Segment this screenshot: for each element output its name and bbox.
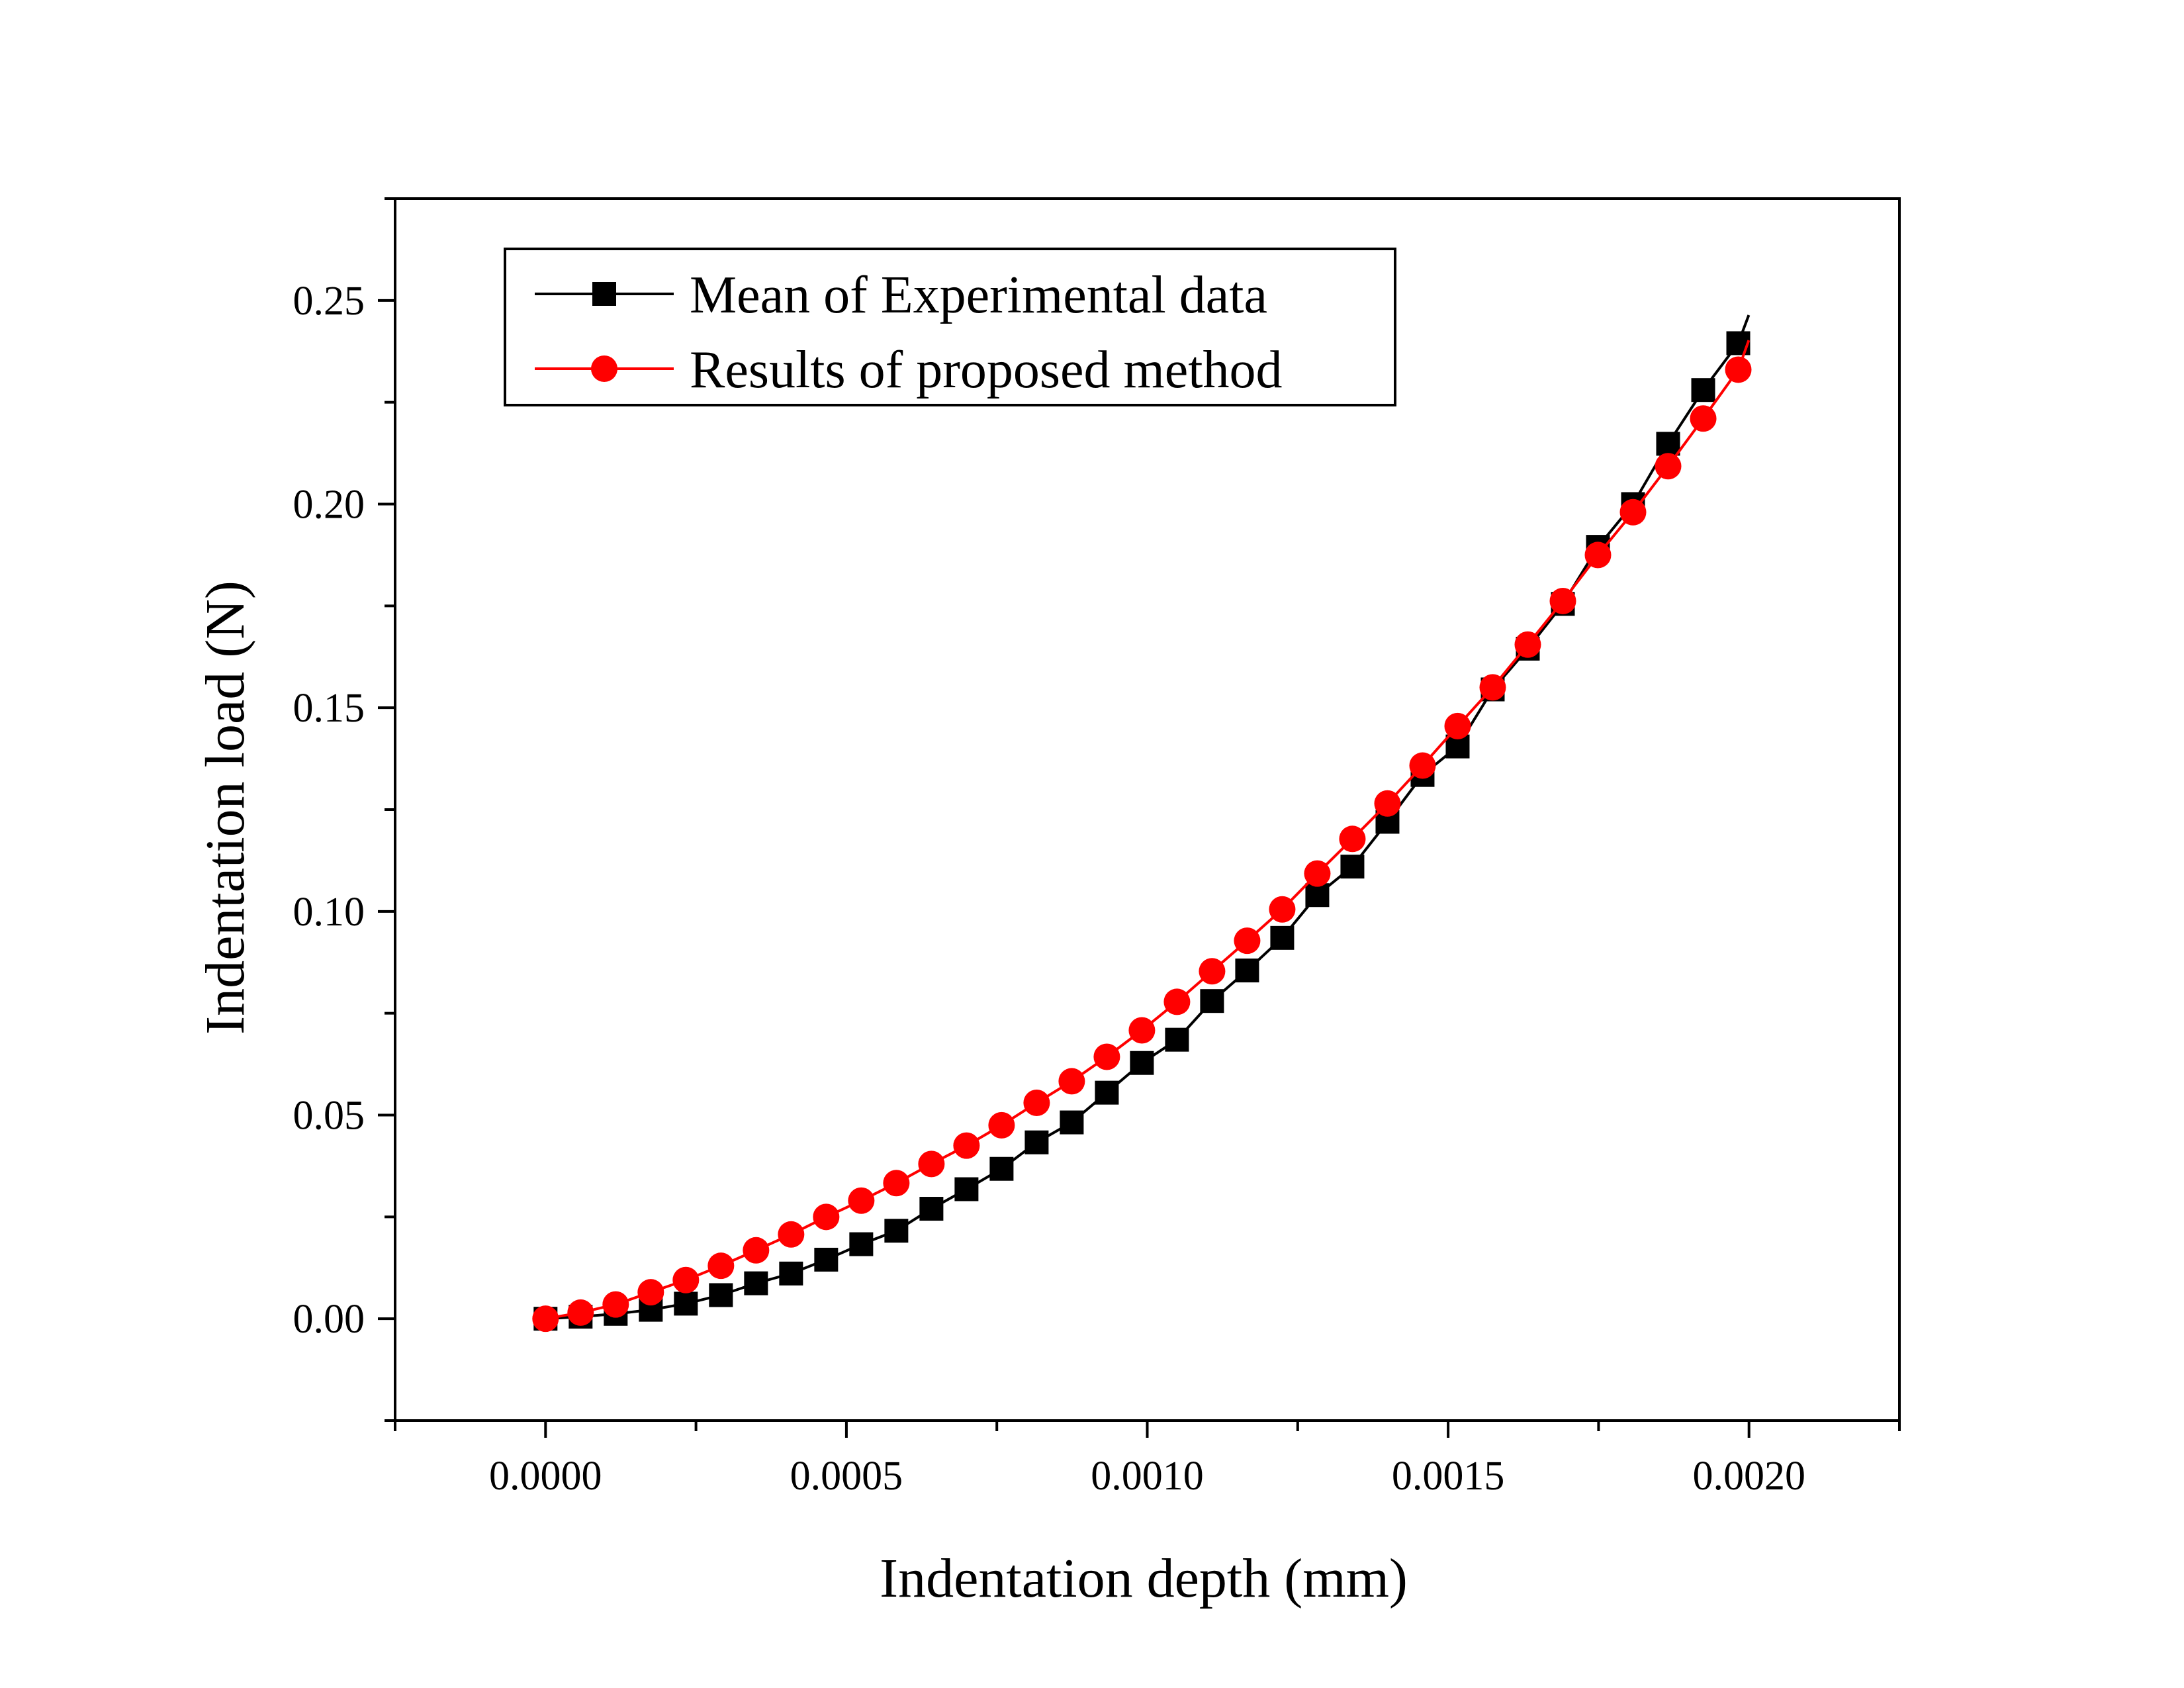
data-point-circle	[602, 1291, 629, 1318]
series-proposed	[532, 340, 1752, 1333]
data-point-square	[1270, 925, 1295, 950]
axes-layer: 0.0000 0.0005 0.0010 0.0015 0.0020 0.00 0.05 0.…	[293, 197, 1901, 1499]
data-point-circle	[1619, 498, 1647, 526]
data-point-circle	[1304, 860, 1331, 887]
data-point-square	[1060, 1110, 1084, 1135]
data-point-square	[1095, 1080, 1119, 1105]
data-point-square	[1691, 378, 1715, 402]
data-point-circle	[532, 1305, 559, 1333]
data-point-circle	[1409, 752, 1436, 779]
data-point-square	[709, 1283, 733, 1307]
data-point-square	[744, 1271, 768, 1295]
y-tick-label: 0.00	[293, 1297, 365, 1342]
data-point-circle	[743, 1237, 770, 1264]
legend-marker-proposed	[591, 355, 617, 382]
data-point-circle	[1549, 587, 1576, 614]
data-point-circle	[1725, 356, 1752, 383]
data-point-circle	[1655, 453, 1682, 480]
data-point-circle	[1374, 790, 1401, 817]
data-point-square	[674, 1291, 698, 1316]
data-point-square	[1024, 1130, 1049, 1154]
x-axis-title: Indentation depth (mm)	[880, 1548, 1408, 1609]
data-point-square	[1200, 989, 1224, 1013]
series-line	[545, 314, 1751, 1321]
x-tick-label: 0.0010	[1091, 1454, 1204, 1499]
data-point-square	[884, 1219, 909, 1243]
data-point-circle	[1269, 896, 1296, 923]
series-layer	[532, 314, 1752, 1333]
y-tick-label: 0.20	[293, 483, 365, 528]
data-point-circle	[1479, 674, 1506, 701]
data-point-circle	[1093, 1043, 1120, 1070]
data-point-circle	[883, 1170, 910, 1197]
legend-label-experimental: Mean of Experimental data	[690, 266, 1267, 324]
legend-marker-experimental	[592, 282, 616, 306]
series-experimental	[533, 314, 1751, 1331]
data-point-square	[1656, 432, 1680, 456]
data-point-circle	[707, 1252, 735, 1280]
data-point-circle	[1514, 631, 1541, 658]
data-point-square	[1130, 1051, 1154, 1075]
data-point-square	[1165, 1027, 1189, 1052]
data-point-square	[779, 1261, 803, 1286]
data-point-circle	[672, 1266, 700, 1293]
legend-box	[504, 248, 1396, 406]
y-tick-label: 0.15	[293, 686, 365, 731]
data-point-circle	[1690, 405, 1717, 432]
data-point-circle	[1339, 825, 1366, 853]
legend: Mean of Experimental data Results of pro…	[504, 248, 1396, 406]
data-point-circle	[1444, 712, 1471, 739]
data-point-circle	[1584, 541, 1612, 569]
data-point-square	[989, 1156, 1014, 1181]
data-point-circle	[1199, 958, 1226, 985]
y-tick-label: 0.05	[293, 1094, 365, 1139]
data-point-square	[1340, 855, 1365, 879]
x-tick-label: 0.0015	[1392, 1454, 1505, 1499]
data-point-circle	[1234, 927, 1261, 955]
data-point-square	[919, 1197, 944, 1221]
data-point-circle	[1163, 988, 1191, 1015]
y-tick-label: 0.10	[293, 890, 365, 935]
data-point-square	[814, 1247, 839, 1272]
data-point-circle	[778, 1221, 805, 1248]
data-point-circle	[567, 1299, 594, 1326]
data-point-circle	[1058, 1068, 1085, 1095]
y-tick-label: 0.25	[293, 279, 365, 324]
data-point-square	[1235, 959, 1259, 983]
x-tick-label: 0.0000	[489, 1454, 602, 1499]
data-point-circle	[918, 1150, 945, 1178]
x-tick-label: 0.0020	[1692, 1454, 1805, 1499]
data-point-circle	[953, 1132, 980, 1159]
data-point-square	[1305, 883, 1330, 908]
data-point-circle	[1128, 1017, 1156, 1044]
data-point-circle	[1023, 1090, 1050, 1117]
data-point-circle	[988, 1111, 1015, 1139]
legend-label-proposed: Results of proposed method	[690, 341, 1282, 399]
data-point-square	[849, 1232, 874, 1256]
data-point-circle	[848, 1187, 875, 1214]
data-point-circle	[637, 1279, 664, 1306]
data-point-circle	[813, 1203, 840, 1231]
data-point-square	[954, 1177, 979, 1201]
series-line	[545, 340, 1751, 1321]
x-tick-label: 0.0005	[790, 1454, 903, 1499]
y-axis-title: Indentation load (N)	[195, 581, 256, 1035]
